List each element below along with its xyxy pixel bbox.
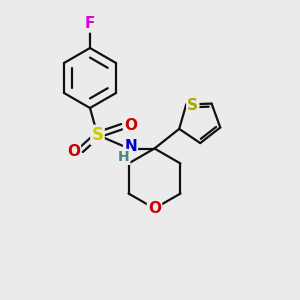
- Text: O: O: [67, 144, 80, 159]
- Text: S: S: [92, 126, 104, 144]
- Text: S: S: [187, 98, 198, 113]
- Text: H: H: [118, 150, 129, 164]
- Text: N: N: [124, 139, 137, 154]
- Text: F: F: [85, 16, 95, 32]
- Text: O: O: [124, 118, 137, 133]
- Text: O: O: [148, 201, 161, 216]
